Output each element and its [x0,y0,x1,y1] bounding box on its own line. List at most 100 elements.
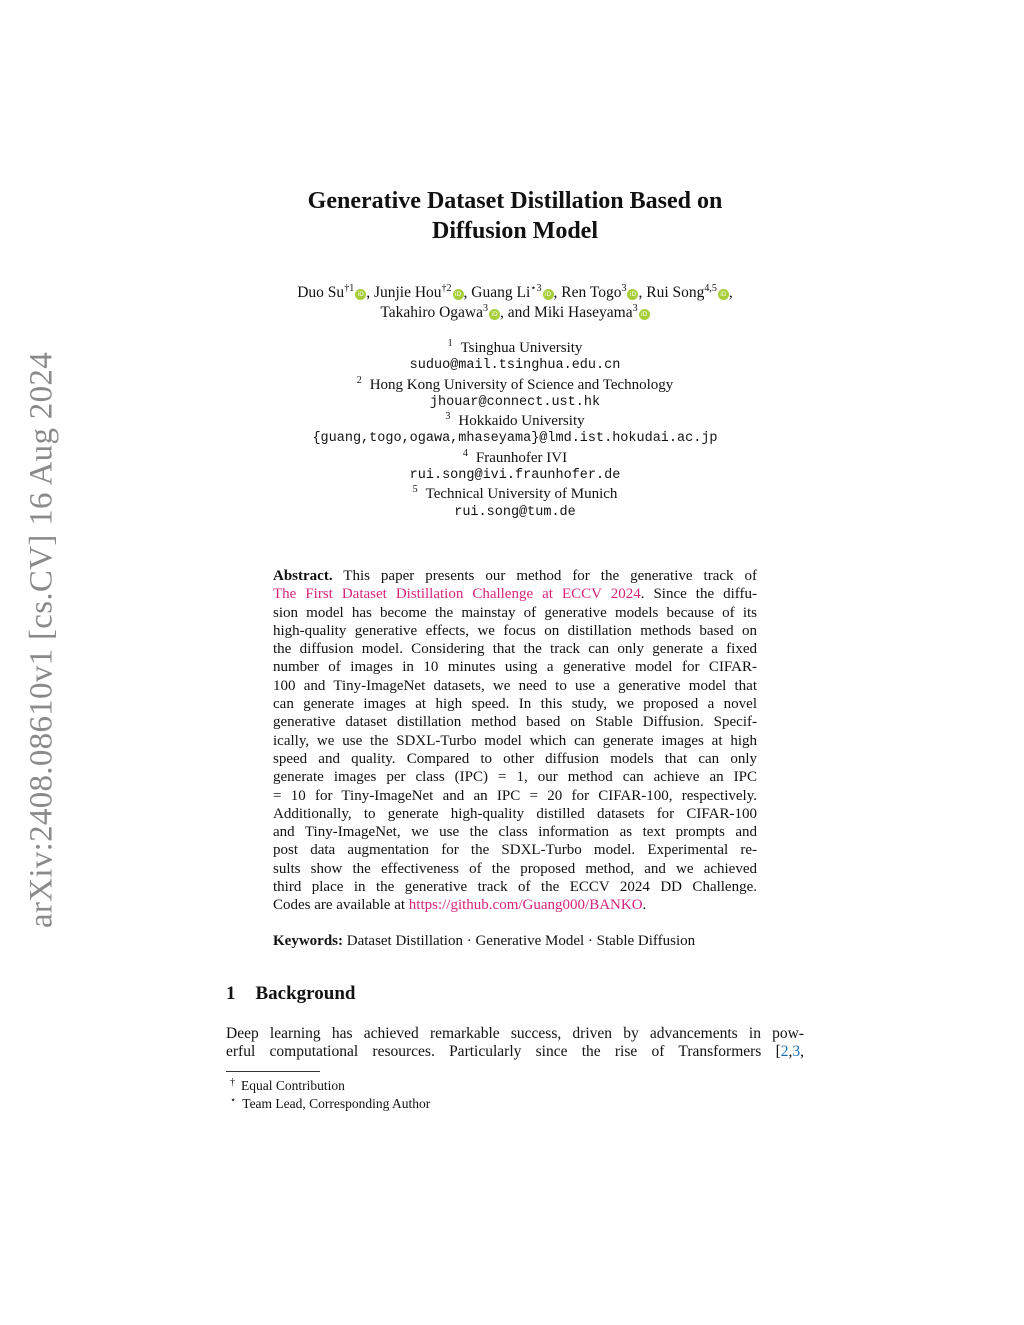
author-affiliation-mark: ⋆3 [530,282,542,294]
author-name: Miki Haseyama [534,304,633,321]
affiliation: 4 Fraunhofer IVI [0,447,1024,467]
abstract-line: third place in the generative track of t… [273,878,757,896]
abstract-line: 100 and Tiny-ImageNet datasets, we need … [273,677,757,695]
abstract-line: Codes are available at https://github.co… [273,896,757,914]
orcid-icon[interactable]: iD [627,289,639,300]
footnote-mark: ⋆ [230,1094,237,1106]
affiliation-email: rui.song@ivi.fraunhofer.de [409,468,621,484]
affiliations: 1 Tsinghua University suduo@mail.tsinghua.… [0,339,1024,522]
affiliation-number: 5 [412,484,418,496]
affiliation-number: 4 [462,447,468,459]
abstract-line: generative dataset distillation method b… [273,713,757,731]
affiliation-name: Fraunhofer IVI [475,449,568,466]
affiliation-name: Hokkaido University [458,413,585,430]
abstract-text: post data augmentation for the SDXL-Turb… [273,842,757,859]
author-affiliation-mark: 3 [632,302,638,314]
author-name: Junjie Hou [373,284,442,301]
abstract-line: can generate images at high speed. In th… [273,695,757,713]
body-text: Deep learning has achieved remarkable su… [226,1024,804,1061]
body-line: erful computational resources. Particula… [226,1043,804,1061]
author-name: Takahiro Ogawa [380,304,484,321]
abstract-text: the diffusion model. Considering that th… [273,641,757,658]
affiliation-email: suduo@mail.tsinghua.edu.cn [409,358,621,374]
author-affiliation-mark: 3 [483,302,489,314]
affiliation-number: 2 [356,374,362,386]
affiliation-number: 1 [447,338,453,349]
author-name: Ren Togo [561,284,622,301]
orcid-icon[interactable]: iD [717,289,729,300]
abstract-text: This paper presents our method for the g… [332,568,757,584]
footnote-rule [226,1071,320,1072]
title-line-1: Generative Dataset Distillation Based on [307,188,723,214]
affiliation-number: 3 [445,411,451,423]
footnote: ⋆ Team Lead, Corresponding Author [230,1095,430,1113]
abstract-text: sion model has become the mainstay of ge… [273,604,757,621]
orcid-icon[interactable]: iD [355,289,367,300]
body-line-text: erful computational resources. Particula… [226,1043,781,1061]
abstract-line: number of images in 10 minutes using a g… [273,658,757,676]
authors-and: and [507,304,531,321]
keywords-text: Dataset Distillation · Generative Model … [346,933,696,949]
affiliation-name: Technical University of Munich [425,486,618,503]
affiliation-name: Hong Kong University of Science and Tech… [369,376,674,393]
author-affiliation-mark: 3 [621,282,627,294]
abstract-line: The First Dataset Distillation Challenge… [273,585,757,603]
footnotes: † Equal Contribution ⋆ Team Lead, Correspon… [230,1077,430,1113]
author-name: Guang Li [471,284,531,301]
author-affiliation-mark: †2 [441,282,452,294]
orcid-icon[interactable]: iD [452,289,464,300]
affiliation: 5 Technical University of Munich [0,485,1024,503]
body-line: Deep learning has achieved remarkable su… [226,1025,804,1042]
abstract-text: can generate images at high speed. In th… [273,696,757,713]
abstract-text: third place in the generative track of t… [273,879,757,896]
author-list: Duo Su†1iD, Junjie Hou†2iD, Guang Li⋆3iD… [297,282,733,321]
abstract-line: high-quality generative effects, we focu… [273,622,757,640]
abstract-text: Codes are available at [273,897,409,914]
affiliation: 1 Tsinghua University [0,339,1024,357]
abstract-text: generative dataset distillation method b… [273,714,757,731]
abstract-text: number of images in 10 minutes using a g… [273,659,757,676]
abstract-text: ically, we use the SDXL-Turbo model whic… [273,732,757,749]
author-name: Duo Su [297,284,345,301]
author-affiliation-mark: 4,5 [704,282,717,294]
section-number: 1 [226,983,236,1004]
citation-link[interactable]: 2 [780,1043,789,1061]
abstract-line: generate images per class (IPC) = 1, our… [273,768,757,786]
abstract-line: the diffusion model. Considering that th… [273,640,757,658]
abstract-text: high-quality generative effects, we focu… [273,622,757,639]
abstract-label: Abstract. [273,568,333,584]
affiliation: 3 Hokkaido University [0,412,1024,430]
abstract-line: post data augmentation for the SDXL-Turb… [273,841,757,859]
abstract-text: sults show the effectiveness of the prop… [273,860,757,877]
abstract-link[interactable]: https://github.com/Guang000/BANKO [408,897,643,914]
keywords-label: Keywords: [273,933,343,949]
footnote: † Equal Contribution [230,1077,430,1095]
footnote-mark: † [230,1076,235,1088]
affiliation-email: rui.song@tum.de [454,504,576,520]
footnote-text: Team Lead, Corresponding Author [242,1096,431,1111]
abstract-line: sion model has become the mainstay of ge… [273,604,757,622]
affiliation-email: {guang,togo,ogawa,mhaseyama}@lmd.ist.hok… [312,431,718,447]
orcid-icon[interactable]: iD [489,309,501,320]
citation-link[interactable]: 3 [792,1043,801,1061]
orcid-icon[interactable]: iD [638,309,650,320]
section-heading: 1 Background [226,983,355,1005]
abstract-line: Additionally, to generate high-quality d… [273,805,757,823]
section-title: Background [255,983,356,1004]
abstract-line: sults show the effectiveness of the prop… [273,860,757,878]
abstract-line: speed and quality. Compared to other dif… [273,750,757,768]
abstract-link[interactable]: The First Dataset Distillation Challenge… [273,586,641,603]
affiliation-name: Tsinghua University [460,340,583,356]
abstract-line: Abstract. This paper presents our method… [273,567,757,585]
abstract-text: . [642,897,647,914]
abstract-line: and Tiny-ImageNet, we use the class info… [273,823,757,841]
footnote-text: Equal Contribution [241,1078,345,1093]
affiliation: 2 Hong Kong University of Science and Tec… [0,374,1024,394]
author-name: Rui Song [646,284,705,301]
keywords: Keywords: Dataset Distillation · Generat… [273,933,695,950]
abstract-text: . Since the diffu- [640,586,757,603]
orcid-icon[interactable]: iD [542,289,554,300]
abstract-line: = 10 for Tiny-ImageNet and an IPC = 20 f… [273,787,757,805]
abstract: Abstract. This paper presents our method… [273,567,757,915]
abstract-text: Additionally, to generate high-quality d… [273,805,757,822]
